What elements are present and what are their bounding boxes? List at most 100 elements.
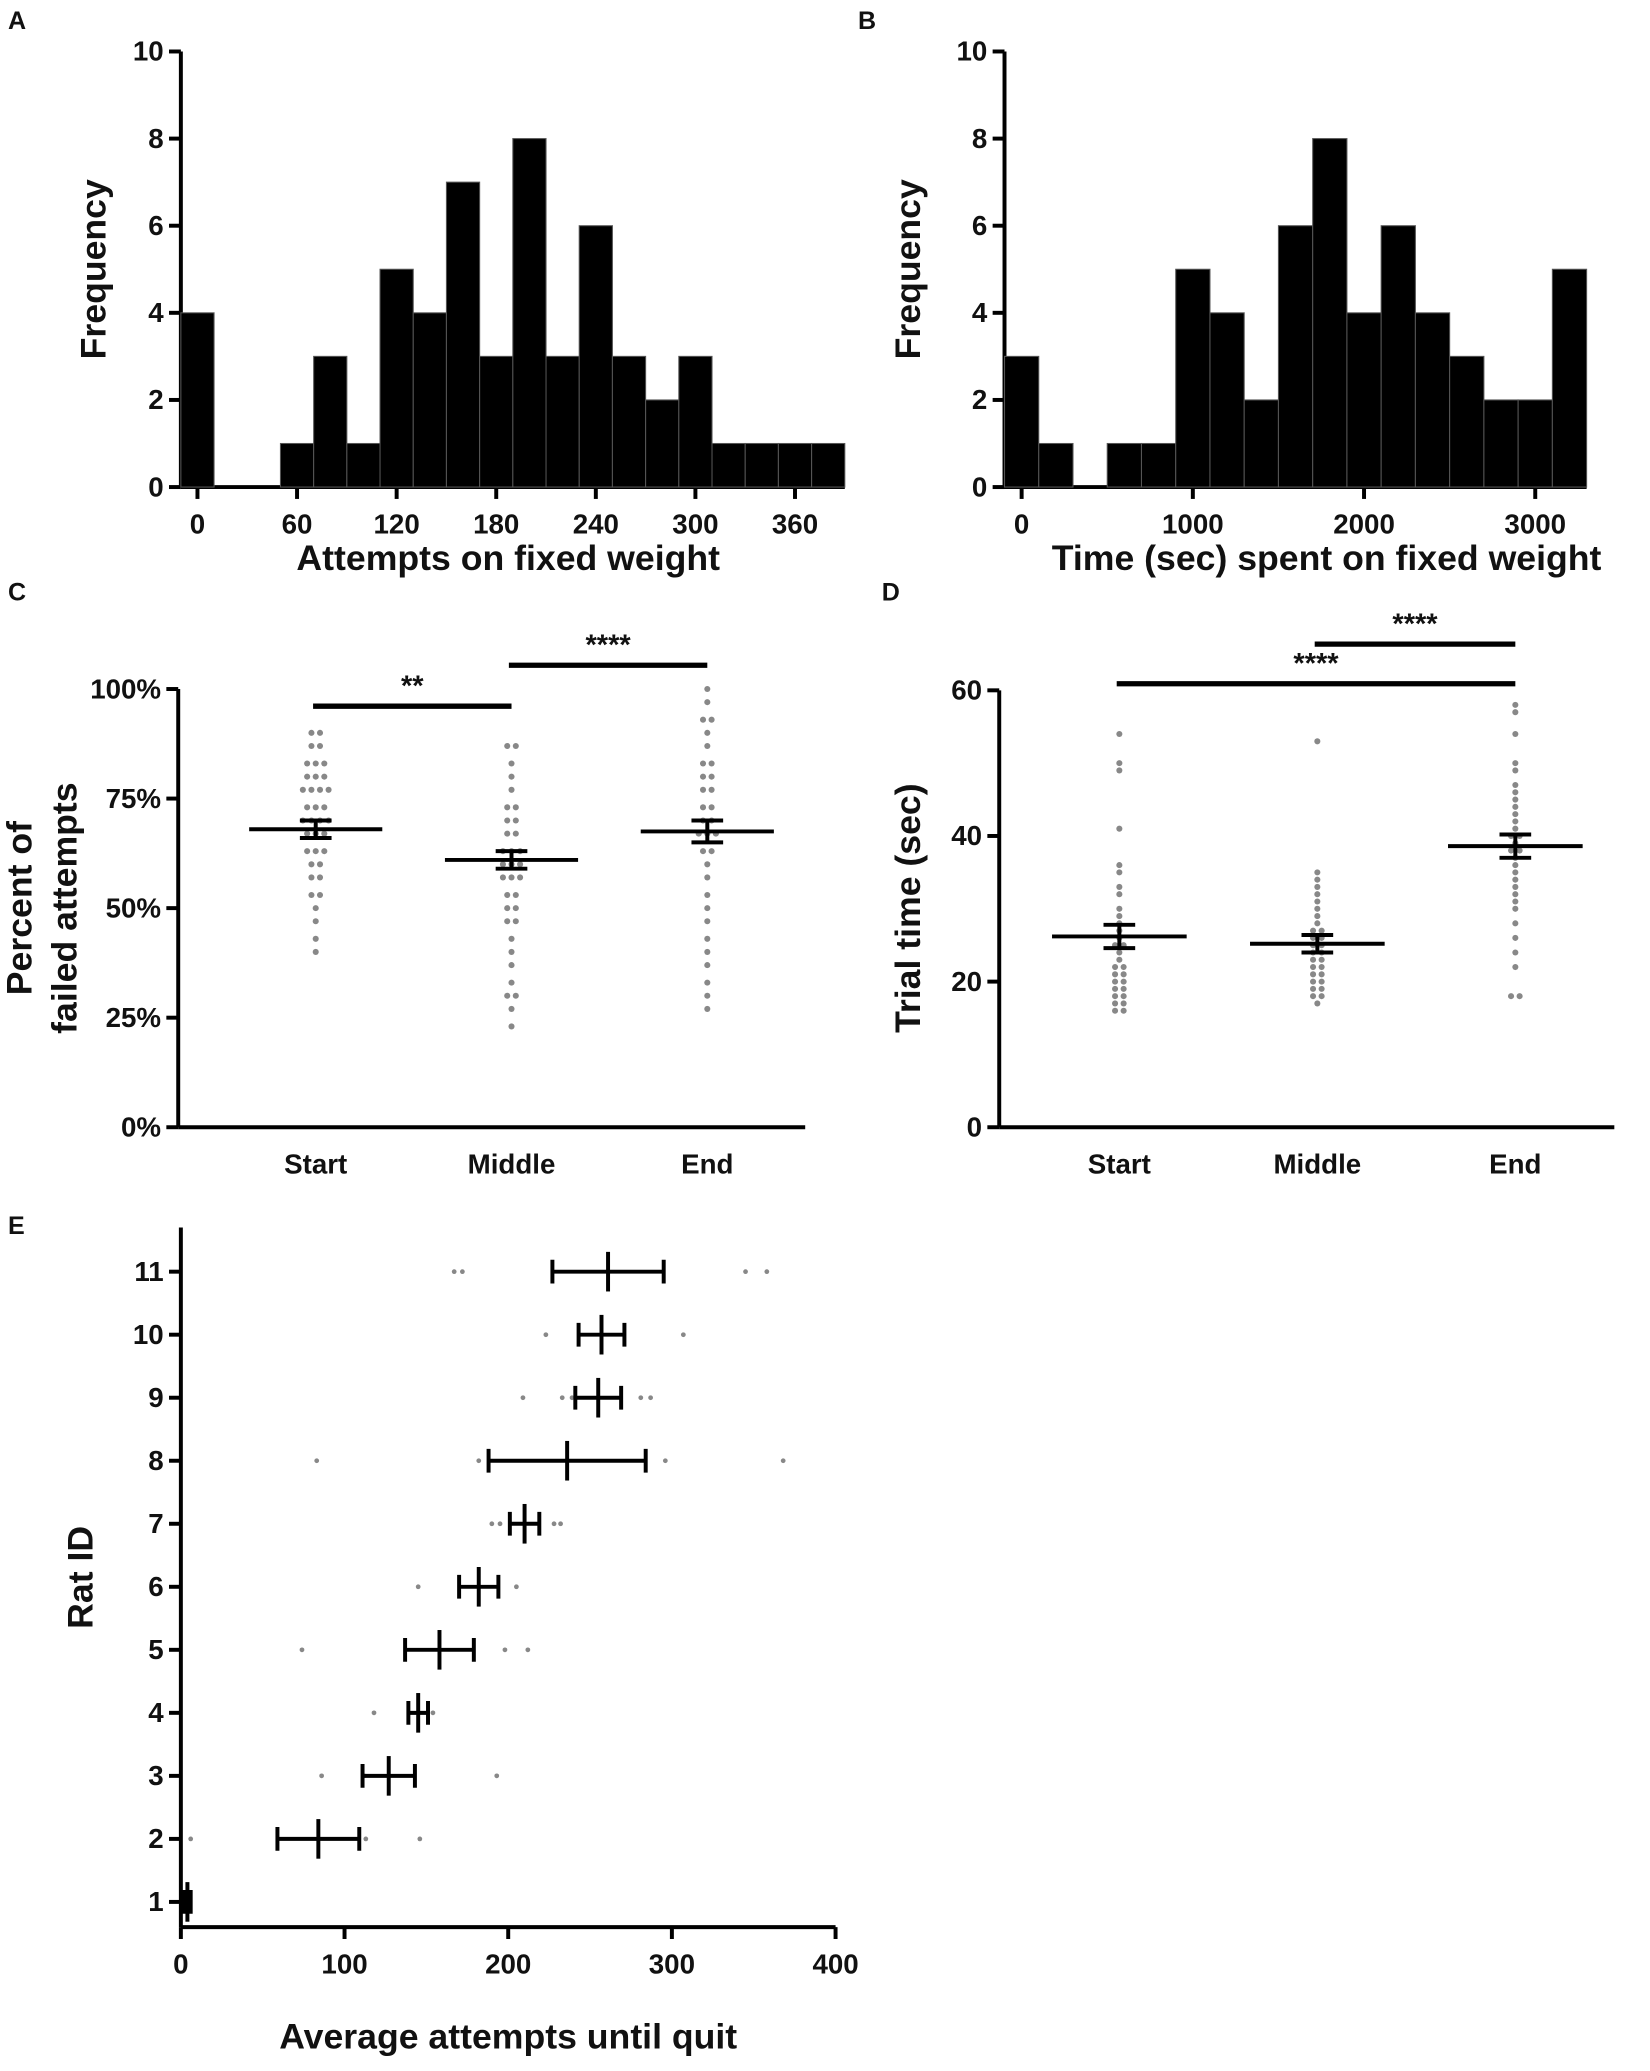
data-point [1512,869,1519,876]
data-point [504,804,511,811]
x-tick-label: 1000 [1162,508,1224,539]
data-point [1512,920,1519,927]
data-point [1314,738,1321,745]
error-bar [299,818,332,840]
data-point [1512,709,1519,716]
data-point [304,773,311,780]
data-point [520,1395,526,1401]
data-point [1512,862,1519,869]
data-point [1116,767,1123,774]
data-point [1112,993,1119,1000]
y-axis-label: Trial time (sec) [888,783,928,1032]
histogram-bar [1483,399,1519,488]
data-point [525,1647,531,1653]
data-point [1512,760,1519,767]
data-point [1116,956,1123,963]
data-point [1310,985,1317,992]
data-point [704,962,711,969]
data-point [1314,1000,1321,1007]
data-point [312,804,319,811]
data-point [502,1647,508,1653]
data-point [308,874,315,881]
data-point [1120,971,1127,978]
y-tick-label: 9 [148,1382,163,1413]
data-point [1112,978,1119,985]
histogram-bar [645,399,680,488]
data-point [504,830,511,837]
data-point [704,685,711,693]
data-point [1310,978,1317,985]
data-point [704,874,711,881]
data-point [1120,964,1127,971]
x-axis-label: Attempts on fixed weight [296,538,720,578]
data-point [508,760,515,767]
error-bar [576,1322,627,1347]
data-point [316,742,324,750]
y-tick-label: 75% [106,783,161,814]
error-bar [550,1259,666,1284]
error-bar [691,818,724,845]
data-point [704,905,711,912]
histogram-bar [1449,355,1485,488]
data-point [308,742,315,750]
data-point [708,804,715,811]
data-point [512,817,519,824]
data-point [517,861,524,868]
data-point [704,992,711,999]
data-point [780,1458,786,1464]
error-bar [1499,832,1532,860]
histogram-bar [811,442,846,488]
y-tick-label: 8 [148,1445,163,1476]
data-point [1314,876,1321,883]
histogram-bar [1106,442,1143,488]
data-point [508,1023,515,1030]
data-point [1116,913,1123,920]
x-tick-label: 120 [374,508,420,539]
data-point [321,760,328,767]
x-tick-label: 400 [812,1948,858,1979]
data-point [1512,905,1519,912]
y-axis-label: Percent of [0,821,40,995]
data-point [304,848,311,855]
data-point [321,830,328,837]
data-point [551,1521,557,1527]
data-point [1512,949,1519,956]
data-point [708,716,715,723]
data-point [1112,1007,1119,1014]
data-point [504,918,511,925]
data-point [312,918,319,925]
data-point [1318,971,1325,978]
data-point [1314,913,1321,920]
data-point [512,918,519,925]
y-tick-label: 4 [148,1697,164,1728]
data-point [704,861,711,868]
data-point [1112,985,1119,992]
data-point [321,773,328,780]
data-point [1512,811,1519,818]
error-bar [275,1827,362,1851]
data-point [708,773,715,780]
significance-label: **** [586,630,632,662]
data-point [1120,1007,1127,1014]
data-point [314,1458,320,1464]
data-point [680,1332,686,1338]
data-point [699,716,707,723]
data-point [1318,978,1325,985]
data-point [497,1521,503,1527]
data-point [1120,1000,1127,1007]
data-point [508,948,515,955]
data-point [559,1395,565,1401]
data-point [708,848,715,855]
y-tick-label: 8 [972,123,987,154]
data-point [451,1269,457,1275]
histogram-bar [1380,225,1416,488]
data-point [417,1836,423,1842]
x-tick-label: Start [1088,1148,1151,1179]
x-tick-label: 300 [672,508,718,539]
x-tick-label: End [681,1148,733,1179]
data-point [1116,905,1123,912]
y-tick-label: 20 [951,966,982,997]
data-point [699,773,707,780]
